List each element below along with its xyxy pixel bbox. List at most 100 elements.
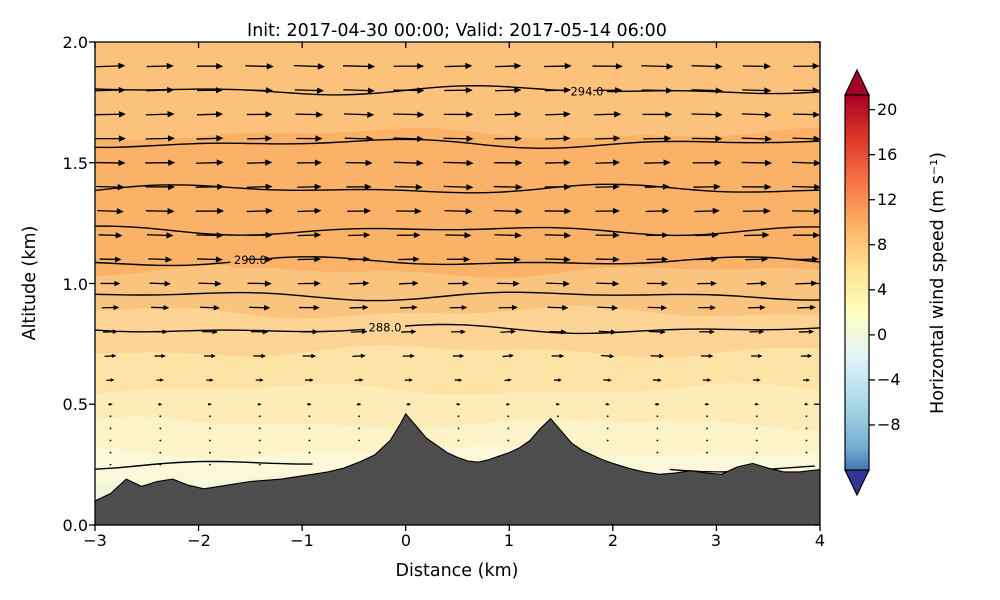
x-tick-label: 2 bbox=[607, 531, 619, 550]
wind-arrow-head bbox=[216, 232, 224, 239]
wind-dot bbox=[755, 439, 758, 442]
wind-arrow bbox=[793, 62, 820, 70]
wind-arrow bbox=[443, 111, 474, 118]
wind-arrow-head bbox=[612, 232, 620, 239]
y-tick-label: 2.0 bbox=[62, 33, 88, 52]
wind-arrow-head bbox=[715, 87, 723, 94]
wind-arrow-shaft bbox=[246, 210, 268, 213]
wind-arrow bbox=[246, 207, 273, 215]
wind-arrow-head bbox=[612, 280, 620, 287]
wind-arrow bbox=[692, 159, 722, 166]
wind-arrow-shaft bbox=[348, 258, 365, 261]
wind-arrow-head bbox=[710, 305, 716, 311]
x-tick-label: 1 bbox=[503, 531, 515, 550]
wind-arrow-shaft bbox=[494, 234, 517, 237]
wind-arrow bbox=[498, 304, 518, 311]
wind-arrow bbox=[792, 232, 820, 239]
wind-arrow-head bbox=[165, 256, 173, 263]
wind-arrow bbox=[644, 159, 671, 166]
wind-arrow bbox=[792, 135, 820, 142]
wind-arrow-head bbox=[715, 135, 723, 142]
wind-arrow bbox=[593, 87, 623, 94]
wind-arrow-head bbox=[461, 305, 468, 311]
wind-arrow bbox=[549, 329, 567, 335]
wind-dot bbox=[358, 439, 360, 442]
wind-arrow bbox=[96, 184, 125, 191]
wind-arrow-head bbox=[764, 111, 772, 118]
wind-arrow-head bbox=[118, 86, 126, 94]
wind-arrow-head bbox=[314, 256, 322, 263]
wind-arrow-shaft bbox=[394, 185, 418, 188]
wind-arrow-shaft bbox=[246, 161, 267, 164]
wind-arrow-head bbox=[262, 329, 269, 335]
wind-arrow-shaft bbox=[145, 137, 170, 140]
wind-arrow bbox=[741, 159, 772, 167]
wind-arrow-shaft bbox=[691, 89, 718, 92]
wind-arrow-shaft bbox=[343, 89, 370, 92]
wind-arrow-shaft bbox=[493, 185, 518, 188]
wind-arrow-head bbox=[707, 378, 712, 382]
wind-arrow bbox=[397, 256, 420, 263]
wind-arrow bbox=[97, 208, 124, 215]
wind-arrow bbox=[393, 159, 424, 167]
wind-dot bbox=[109, 415, 112, 418]
wind-arrow-shaft bbox=[198, 282, 217, 285]
wind-arrow bbox=[598, 329, 617, 335]
wind-arrow-head bbox=[556, 402, 560, 406]
wind-arrow-head bbox=[606, 402, 610, 406]
wind-arrow bbox=[196, 87, 223, 94]
wind-arrow-head bbox=[412, 280, 419, 287]
wind-arrow bbox=[296, 135, 323, 142]
wind-arrow bbox=[445, 232, 472, 239]
wind-arrow-head bbox=[357, 402, 362, 406]
wind-arrow-head bbox=[756, 378, 761, 382]
wind-dot bbox=[656, 415, 659, 418]
wind-arrow-shaft bbox=[95, 65, 120, 68]
wind-arrow-shaft bbox=[293, 65, 320, 68]
wind-arrow-head bbox=[466, 159, 474, 167]
wind-arrow bbox=[443, 159, 474, 167]
wind-arrow-head bbox=[265, 183, 273, 190]
wind-arrow-head bbox=[209, 378, 214, 382]
wind-arrow-head bbox=[314, 280, 321, 287]
wind-arrow-shaft bbox=[145, 113, 170, 116]
wind-arrow-head bbox=[309, 378, 314, 382]
wind-arrow-shaft bbox=[146, 234, 168, 237]
wind-arrow-head bbox=[115, 232, 123, 239]
wind-arrow-shaft bbox=[791, 185, 816, 188]
wind-arrow bbox=[791, 184, 820, 191]
theta-contour-line bbox=[95, 84, 820, 96]
wind-arrow-shaft bbox=[495, 65, 516, 68]
wind-dot bbox=[358, 427, 360, 430]
wind-arrow-head bbox=[366, 135, 374, 142]
wind-arrow bbox=[545, 256, 571, 263]
wind-dot bbox=[209, 427, 211, 430]
wind-arrow-shaft bbox=[795, 282, 813, 285]
wind-arrow-head bbox=[563, 159, 571, 166]
wind-arrow-head bbox=[506, 403, 511, 406]
wind-arrow-head bbox=[415, 183, 423, 191]
wind-arrow-head bbox=[265, 231, 273, 239]
wind-arrow bbox=[206, 378, 214, 382]
x-tick-label: −3 bbox=[83, 531, 107, 550]
wind-arrow bbox=[99, 256, 122, 263]
wind-arrow-head bbox=[265, 111, 273, 118]
wind-arrow-shaft bbox=[594, 113, 616, 116]
wind-arrow-head bbox=[805, 402, 809, 406]
wind-dot bbox=[308, 451, 311, 454]
contour-label-bg bbox=[566, 83, 607, 99]
contour-label-bg bbox=[230, 252, 271, 268]
wind-arrow bbox=[646, 232, 669, 238]
wind-dot bbox=[159, 427, 162, 430]
x-tick-label: −2 bbox=[187, 531, 211, 550]
wind-arrow-head bbox=[167, 208, 175, 215]
wind-arrow bbox=[555, 402, 560, 406]
wind-arrow-shaft bbox=[598, 330, 613, 333]
wind-arrow-head bbox=[563, 135, 571, 142]
wind-arrow bbox=[343, 87, 375, 94]
wind-arrow-head bbox=[314, 232, 322, 239]
colorbar-tick-label: 0 bbox=[877, 325, 888, 344]
wind-arrow bbox=[547, 304, 569, 311]
wind-arrow-head bbox=[661, 280, 668, 287]
wind-arrow-shaft bbox=[444, 65, 467, 68]
